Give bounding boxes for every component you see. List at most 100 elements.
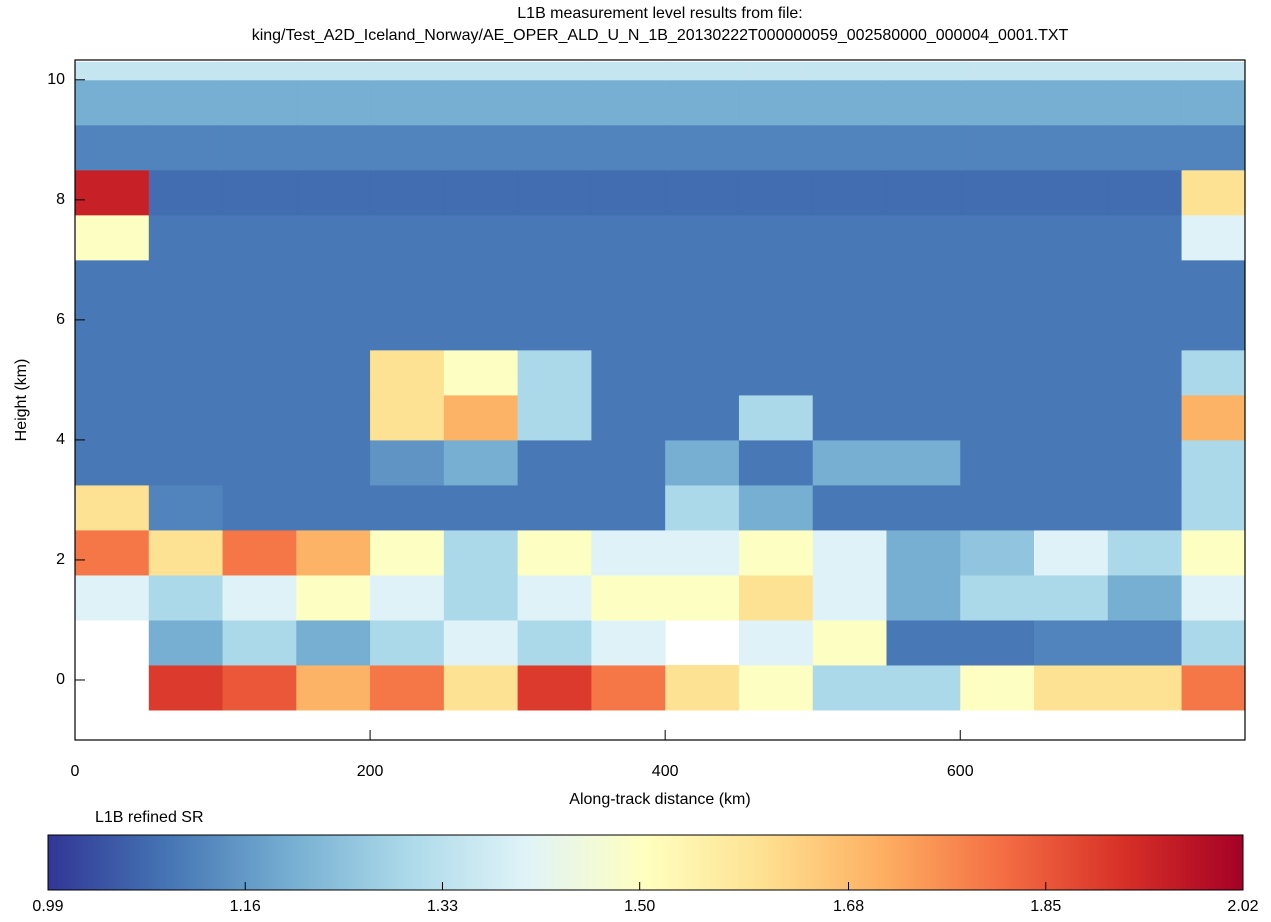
heatmap-cell	[75, 61, 150, 81]
heatmap-cell	[1034, 349, 1109, 396]
heatmap-cell	[665, 439, 740, 486]
heatmap-cell	[517, 349, 592, 396]
heatmap-cell	[960, 259, 1035, 306]
heatmap-cell	[517, 259, 592, 306]
heatmap-cell	[738, 304, 814, 351]
heatmap-cell	[517, 394, 592, 441]
x-tick-label: 200	[357, 763, 384, 780]
heatmap-cell	[1107, 529, 1183, 576]
y-tick-label: 2	[56, 551, 65, 568]
heatmap-cell	[517, 619, 592, 666]
colorbar-tick-label: 1.68	[833, 898, 864, 915]
heatmap-cell	[665, 349, 740, 396]
heatmap-cell	[296, 664, 371, 711]
colorbar-tick-label: 1.50	[624, 898, 655, 915]
heatmap-cell	[222, 79, 297, 126]
heatmap-cell	[665, 484, 740, 531]
heatmap-cell	[591, 259, 666, 306]
heatmap-cell	[370, 169, 445, 216]
heatmap-cell	[960, 124, 1035, 171]
heatmap-cell	[1107, 214, 1183, 261]
y-tick-label: 10	[47, 71, 65, 88]
heatmap-cell	[886, 664, 961, 711]
heatmap-cell	[370, 79, 445, 126]
heatmap-cell	[738, 394, 814, 441]
heatmap-cell	[443, 61, 519, 81]
heatmap-cell	[443, 529, 519, 576]
heatmap-cell	[591, 484, 666, 531]
heatmap-cell	[886, 304, 961, 351]
heatmap-cell	[1034, 664, 1109, 711]
heatmap-cell	[812, 304, 887, 351]
heatmap-cell	[812, 484, 887, 531]
heatmap-cell	[1107, 439, 1183, 486]
heatmap-cell	[148, 124, 224, 171]
heatmap-cell	[1034, 619, 1109, 666]
heatmap-cell	[1181, 79, 1246, 126]
colorbar-tick-label: 2.02	[1227, 898, 1258, 915]
y-tick-label: 8	[56, 191, 65, 208]
heatmap-cell	[738, 529, 814, 576]
heatmap-cell	[960, 61, 1035, 81]
heatmap-cell	[222, 304, 297, 351]
heatmap-cell	[148, 349, 224, 396]
heatmap-cell	[75, 394, 150, 441]
heatmap-cell	[665, 79, 740, 126]
heatmap-cell	[738, 439, 814, 486]
heatmap-cell	[960, 664, 1035, 711]
y-tick-label: 6	[56, 311, 65, 328]
heatmap-cell	[591, 214, 666, 261]
heatmap-cell	[1034, 61, 1109, 81]
heatmap-cell	[591, 61, 666, 81]
heatmap-cell	[370, 484, 445, 531]
heatmap-cell	[75, 484, 150, 531]
heatmap-cell	[148, 439, 224, 486]
colorbar-tick-label: 1.33	[427, 898, 458, 915]
heatmap-cell	[517, 439, 592, 486]
heatmap-cell	[665, 61, 740, 81]
heatmap-cell	[148, 259, 224, 306]
heatmap-cell	[443, 124, 519, 171]
heatmap-cell	[960, 484, 1035, 531]
heatmap-cell	[75, 574, 150, 621]
heatmap-cell	[370, 304, 445, 351]
heatmap-cell	[148, 664, 224, 711]
heatmap-cell	[886, 259, 961, 306]
heatmap-cell	[1181, 484, 1246, 531]
heatmap-cell	[1034, 484, 1109, 531]
colorbar	[47, 834, 1244, 891]
heatmap-cell	[665, 529, 740, 576]
heatmap-cell	[75, 169, 150, 216]
heatmap-cell	[960, 394, 1035, 441]
heatmap-cell	[517, 214, 592, 261]
heatmap-cell	[75, 124, 150, 171]
heatmap-cell	[148, 619, 224, 666]
heatmap-cell	[1034, 214, 1109, 261]
heatmap-cell	[517, 61, 592, 81]
heatmap-cell	[591, 529, 666, 576]
heatmap-cell	[222, 619, 297, 666]
heatmap-cell	[1181, 619, 1246, 666]
heatmap-cell	[1181, 304, 1246, 351]
heatmap-cell	[886, 61, 961, 81]
heatmap-cell	[960, 574, 1035, 621]
heatmap-cell	[812, 259, 887, 306]
heatmap-cell	[1034, 304, 1109, 351]
heatmap-cell	[738, 79, 814, 126]
heatmap-cell	[443, 664, 519, 711]
heatmap-cell	[1034, 439, 1109, 486]
heatmap-cell	[222, 529, 297, 576]
heatmap-cell	[960, 619, 1035, 666]
y-axis-label: Height (km)	[13, 359, 30, 442]
heatmap-cell	[1107, 61, 1183, 81]
heatmap-cell	[591, 439, 666, 486]
heatmap-cell	[517, 664, 592, 711]
heatmap-cell	[665, 664, 740, 711]
heatmap-cell	[738, 574, 814, 621]
heatmap-cell	[296, 124, 371, 171]
heatmap-cell	[1107, 394, 1183, 441]
heatmap-cell	[812, 439, 887, 486]
heatmap-cell	[517, 124, 592, 171]
heatmap-cell	[665, 259, 740, 306]
heatmap-cell	[443, 349, 519, 396]
